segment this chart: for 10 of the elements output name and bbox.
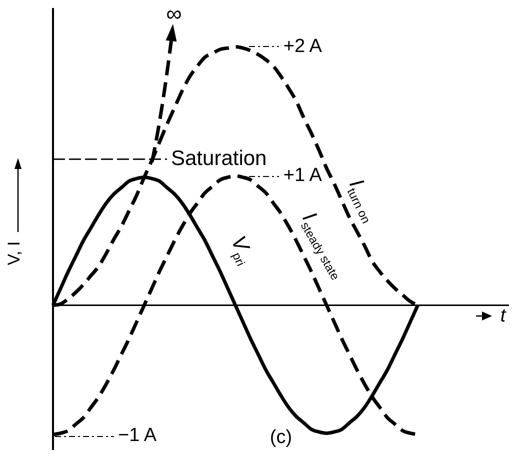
y-tick-label: +2 A [283, 36, 322, 58]
annotation: (c) [270, 427, 292, 448]
y-tick-label: +1 A [283, 165, 322, 186]
ref-line-label: Saturation [171, 147, 267, 170]
text: Vpri [226, 232, 254, 268]
annotation: −1 A [118, 425, 157, 446]
x-axis-title: t [500, 306, 506, 327]
annotation: ∞ [166, 1, 182, 26]
text: Iturn on [344, 175, 374, 226]
y-axis-title: V, I [4, 241, 24, 266]
